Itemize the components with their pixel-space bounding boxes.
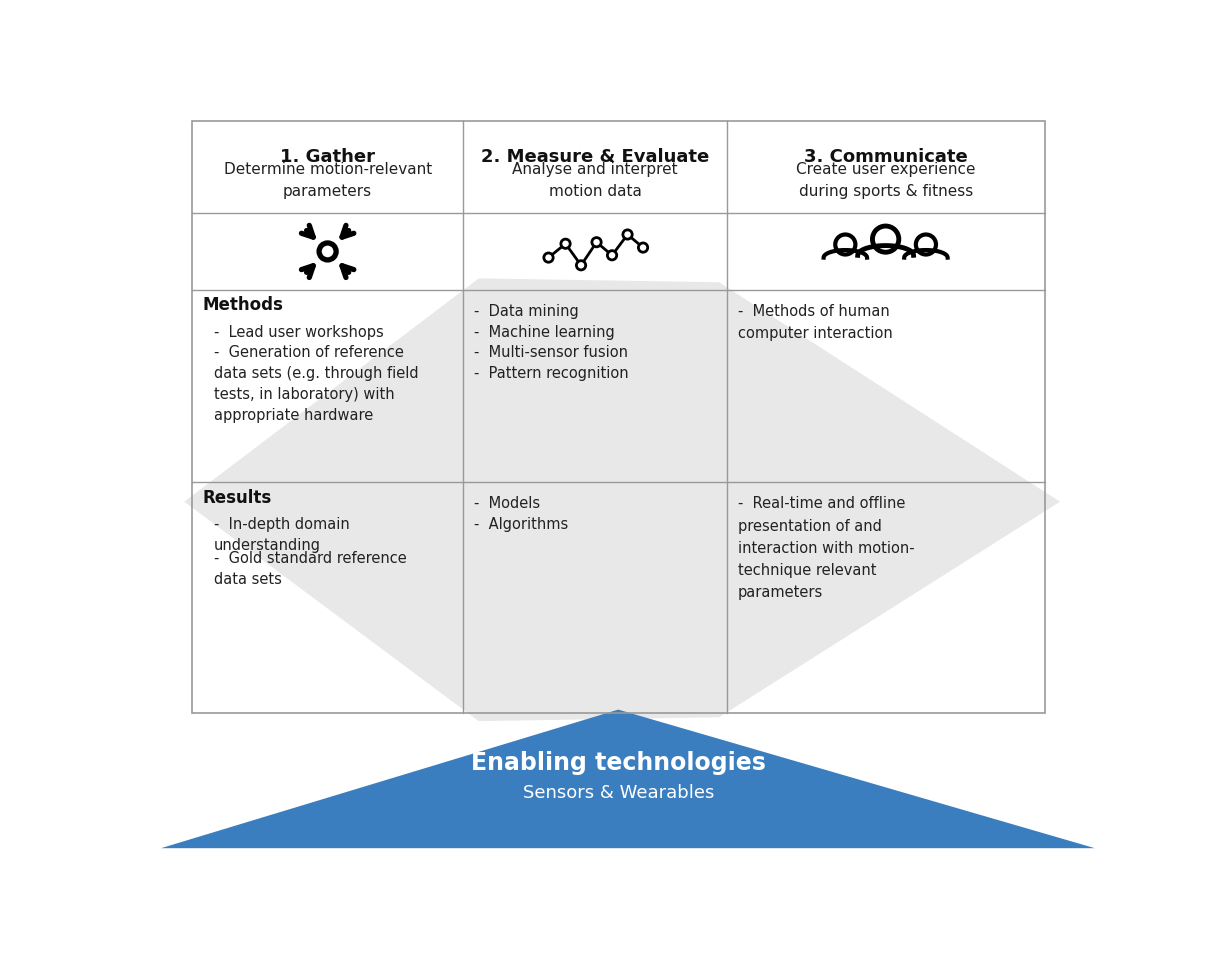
Text: 1. Gather: 1. Gather <box>280 149 375 166</box>
Text: Create user experience
during sports & fitness: Create user experience during sports & f… <box>796 162 976 199</box>
Text: -  Pattern recognition: - Pattern recognition <box>474 366 629 382</box>
Polygon shape <box>184 278 1060 722</box>
Circle shape <box>623 230 633 240</box>
Text: Results: Results <box>202 489 272 506</box>
Text: Analyse and interpret
motion data: Analyse and interpret motion data <box>512 162 678 199</box>
Text: -  Lead user workshops: - Lead user workshops <box>213 325 384 340</box>
Text: -  Real-time and offline
presentation of and
interaction with motion-
technique : - Real-time and offline presentation of … <box>738 497 915 600</box>
Text: -  Gold standard reference
data sets: - Gold standard reference data sets <box>213 551 407 587</box>
Text: Enabling technologies: Enabling technologies <box>471 752 766 776</box>
Text: 3. Communicate: 3. Communicate <box>804 149 967 166</box>
Circle shape <box>544 253 553 262</box>
Circle shape <box>592 238 601 247</box>
Circle shape <box>562 240 570 248</box>
Text: -  Models: - Models <box>474 497 541 511</box>
Text: -  Data mining: - Data mining <box>474 303 579 319</box>
Text: -  Multi-sensor fusion: - Multi-sensor fusion <box>474 346 628 360</box>
Text: -  In-depth domain
understanding: - In-depth domain understanding <box>213 517 349 554</box>
Circle shape <box>576 261 586 270</box>
Text: -  Methods of human
computer interaction: - Methods of human computer interaction <box>738 303 893 341</box>
Text: -  Algorithms: - Algorithms <box>474 517 569 532</box>
Polygon shape <box>161 710 1095 848</box>
Circle shape <box>639 243 647 252</box>
Text: -  Machine learning: - Machine learning <box>474 325 615 340</box>
Text: 2. Measure & Evaluate: 2. Measure & Evaluate <box>481 149 709 166</box>
Bar <box>192 121 1045 714</box>
Text: Sensors & Wearables: Sensors & Wearables <box>522 783 714 802</box>
Text: Methods: Methods <box>202 297 283 314</box>
Text: Determine motion-relevant
parameters: Determine motion-relevant parameters <box>223 162 432 199</box>
Circle shape <box>607 250 617 260</box>
Text: -  Generation of reference
data sets (e.g. through field
tests, in laboratory) w: - Generation of reference data sets (e.g… <box>213 346 418 423</box>
